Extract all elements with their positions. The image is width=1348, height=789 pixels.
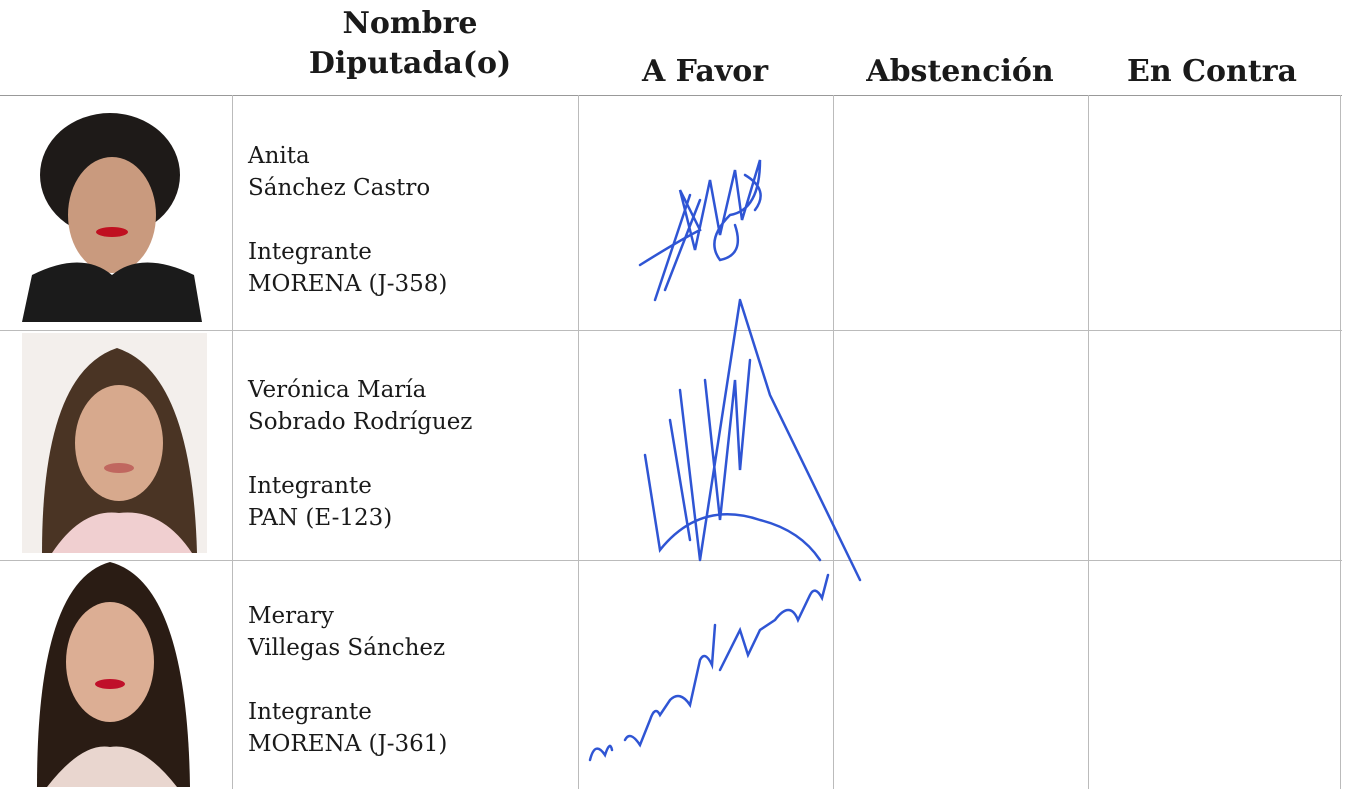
signature [590, 575, 828, 760]
signature [640, 160, 761, 265]
signatures [0, 0, 1348, 789]
page: Nombre Diputada(o) A Favor Abstención En… [0, 0, 1348, 789]
signature [645, 300, 860, 580]
